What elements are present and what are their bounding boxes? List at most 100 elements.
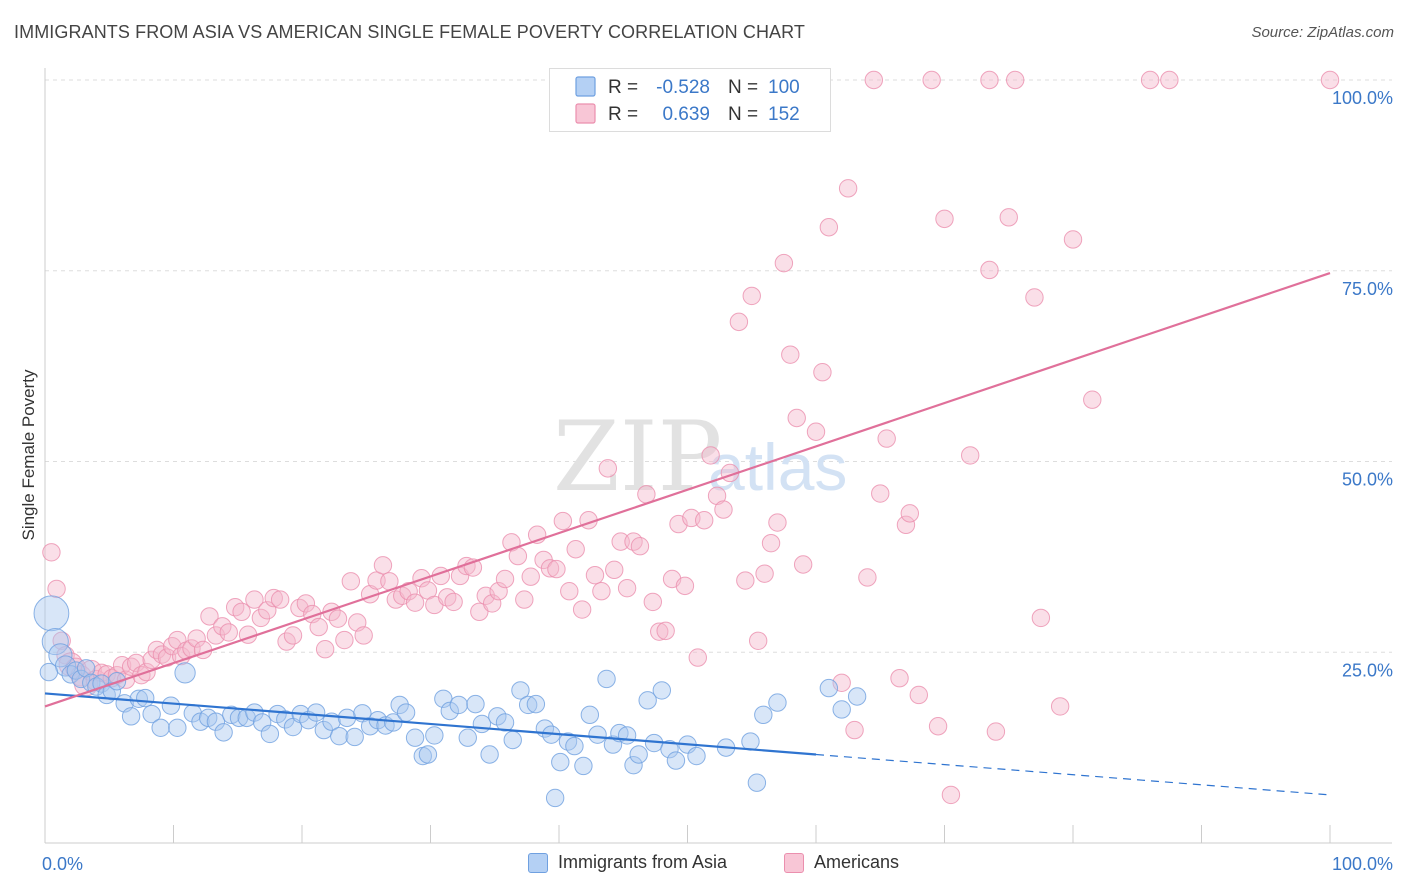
americans-point: [444, 592, 463, 612]
immigrants-from-asia-point: [847, 687, 867, 706]
americans-point: [838, 179, 858, 198]
americans-point: [941, 785, 961, 805]
immigrants-from-asia-point: [39, 662, 59, 682]
americans-point: [270, 590, 290, 609]
immigrants-from-asia-point: [76, 659, 96, 678]
americans-point: [755, 564, 774, 583]
immigrants-from-asia-point: [495, 713, 515, 732]
americans-point: [781, 345, 800, 364]
americans-point: [296, 594, 316, 613]
americans-points: [42, 70, 1340, 805]
immigrants-from-asia-point: [472, 714, 492, 734]
americans-point: [656, 621, 675, 641]
americans-point: [132, 665, 151, 685]
americans-point: [251, 608, 271, 628]
americans-point: [701, 446, 720, 465]
americans-point: [264, 588, 283, 608]
legend-item-asia[interactable]: Immigrants from Asia: [528, 852, 727, 873]
immigrants-from-asia-point: [405, 728, 425, 747]
legend-n-label: N =: [728, 77, 758, 98]
axes: [44, 68, 1392, 844]
americans-point: [1320, 70, 1340, 90]
americans-point: [871, 484, 890, 503]
americans-point: [922, 70, 941, 90]
americans-point: [42, 543, 61, 562]
asia-trend-extension: [815, 753, 1331, 796]
blue-legend-swatch: [575, 76, 596, 97]
americans-point: [200, 607, 219, 626]
americans-point: [258, 601, 277, 620]
y-tick-label: 50.0%: [1342, 470, 1393, 490]
immigrants-from-asia-point: [588, 725, 607, 744]
immigrants-from-asia-point: [299, 710, 318, 730]
immigrants-from-asia-point: [687, 746, 706, 766]
immigrants-from-asia-point: [41, 628, 69, 656]
immigrants-from-asia-point: [511, 681, 530, 700]
americans-point: [748, 631, 768, 651]
americans-point: [890, 668, 909, 688]
americans-point: [630, 536, 650, 556]
immigrants-from-asia-point: [214, 723, 233, 742]
americans-point: [245, 590, 264, 609]
immigrants-from-asia-point: [142, 704, 161, 724]
legend-n-value: 152: [768, 104, 800, 125]
immigrants-from-asia-point: [666, 751, 686, 770]
americans-point: [675, 576, 695, 596]
americans-point: [405, 593, 425, 612]
americans-point: [1025, 288, 1044, 307]
americans-point: [412, 569, 431, 588]
americans-point: [540, 559, 560, 578]
y-axis-label: Single Female Poverty: [19, 369, 38, 541]
immigrants-from-asia-point: [260, 724, 280, 744]
immigrants-from-asia-point: [488, 707, 507, 726]
immigrants-from-asia-point: [597, 669, 616, 689]
americans-point: [896, 515, 916, 535]
immigrants-from-asia-point: [206, 712, 226, 731]
y-tick-label: 25.0%: [1342, 660, 1393, 680]
americans-point: [742, 286, 761, 306]
immigrants-from-asia-point: [480, 745, 499, 764]
tick-labels: 25.0% 50.0% 75.0% 100.0% 0.0% 100.0%: [42, 88, 1393, 874]
immigrants-from-asia-point: [624, 755, 643, 775]
americans-point: [187, 629, 206, 648]
legend-r-label: R =: [608, 77, 638, 98]
americans-point: [97, 665, 116, 684]
americans-point: [283, 626, 303, 645]
americans-point: [219, 623, 238, 642]
immigrants-from-asia-point: [503, 730, 522, 750]
americans-legend-label: Americans: [814, 852, 900, 872]
americans-point: [617, 578, 637, 598]
immigrants-from-asia-point: [518, 695, 538, 715]
americans-point: [774, 253, 794, 273]
americans-point: [354, 626, 373, 645]
asia-swatch: [528, 852, 548, 873]
immigrants-from-asia-point: [741, 732, 760, 751]
immigrants-from-asia-point: [161, 696, 181, 715]
immigrants-from-asia-point: [610, 723, 629, 743]
x-tick-label-min: 0.0%: [42, 854, 83, 874]
americans-point: [793, 555, 813, 574]
americans-point: [547, 559, 566, 579]
immigrants-from-asia-point: [819, 678, 839, 698]
y-tick-label: 75.0%: [1342, 279, 1393, 299]
americans-point: [572, 600, 592, 619]
americans-point: [1083, 390, 1102, 409]
immigrants-from-asia-point: [617, 726, 637, 745]
americans-point: [553, 511, 573, 531]
immigrants-from-asia-point: [390, 695, 409, 715]
immigrants-from-asia-point: [466, 694, 485, 714]
americans-point: [900, 504, 920, 523]
correlation-legend: R = -0.528 N = 100 R = 0.639 N = 152: [549, 68, 831, 132]
source-label: Source: ZipAtlas.com: [1251, 24, 1394, 41]
americans-point: [598, 459, 618, 478]
immigrants-from-asia-point: [33, 595, 70, 632]
legend-item-americans[interactable]: Americans: [784, 852, 899, 873]
americans-point: [999, 208, 1018, 227]
watermark-atlas: atlas: [708, 430, 847, 504]
immigrants-from-asia-point: [245, 703, 264, 722]
immigrants-from-asia-point: [603, 735, 623, 754]
legend-r-label: R =: [608, 104, 638, 125]
legend-svg: R = -0.528 N = 100 R = 0.639 N = 152: [575, 76, 800, 125]
americans-point: [858, 568, 877, 587]
